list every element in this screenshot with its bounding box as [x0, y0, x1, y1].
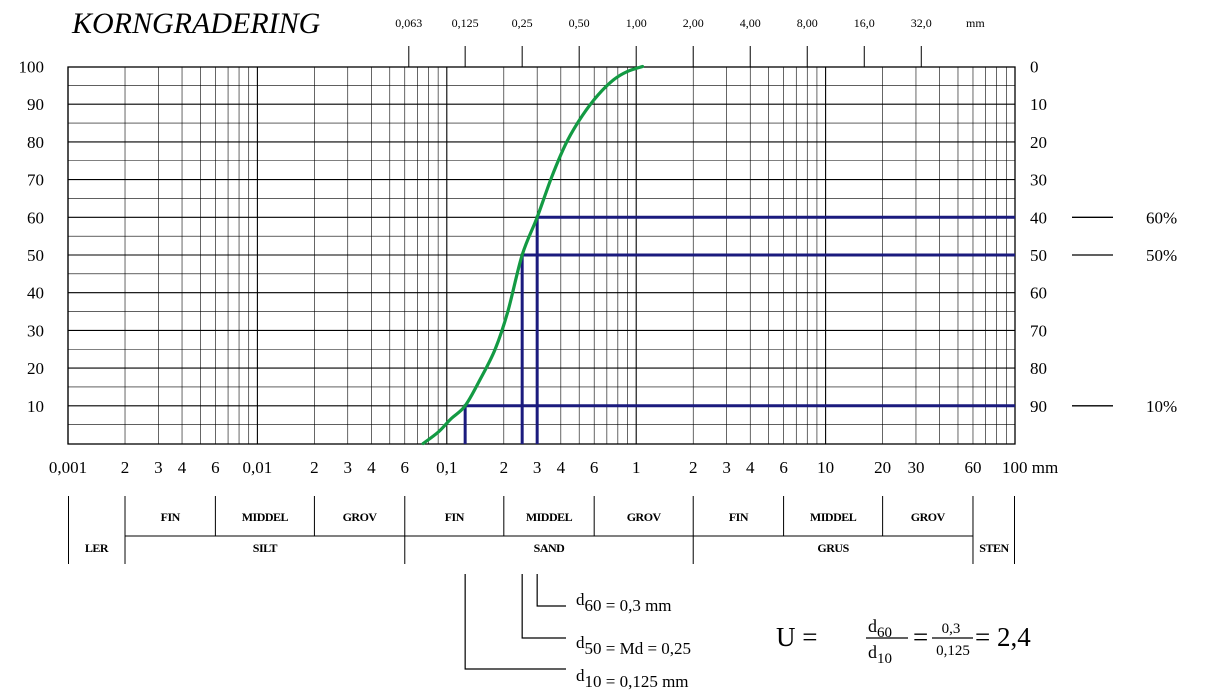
- formula-result: = 2,4: [975, 622, 1031, 652]
- class-sub-label: FIN: [161, 510, 181, 524]
- class-sub-label: MIDDEL: [526, 510, 573, 524]
- bottom-tick-label: 6: [590, 458, 599, 477]
- annotations: d60 = 0,3 mm d50 = Md = 0,25 d10 = 0,125 m…: [464, 574, 1031, 691]
- left-tick-label: 40: [27, 284, 44, 303]
- top-tick-label: 1,00: [626, 16, 647, 30]
- top-tick-label: 0,25: [512, 16, 533, 30]
- bottom-tick-label: 3: [533, 458, 542, 477]
- formula-frac-num: 0,3: [942, 621, 961, 637]
- annotation-bracket: [464, 574, 566, 670]
- left-tick-label: 20: [27, 359, 44, 378]
- left-tick-label: 30: [27, 321, 44, 340]
- formula-frac-den: 0,125: [936, 643, 970, 659]
- grading-curve: [421, 64, 645, 446]
- formula-eq: =: [913, 622, 928, 652]
- bottom-tick-label: 0,1: [436, 458, 457, 477]
- bottom-tick-label: 10: [817, 458, 834, 477]
- bottom-tick-label: 4: [557, 458, 566, 477]
- annotation-bracket: [536, 574, 566, 607]
- annotation-d10: d10 = 0,125 mm: [576, 666, 689, 691]
- bottom-tick-label: 2: [500, 458, 509, 477]
- left-tick-label: 90: [27, 95, 44, 114]
- annotation-d50: d50 = Md = 0,25: [576, 633, 691, 658]
- top-tick-label: 16,0: [854, 16, 875, 30]
- top-tick-label: 0,063: [395, 16, 422, 30]
- class-sub-label: GROV: [911, 510, 946, 524]
- percent-marker-label: 50%: [1146, 246, 1177, 265]
- top-tick-label: 2,00: [683, 16, 704, 30]
- bottom-tick-label: 100 mm: [1002, 458, 1058, 477]
- bottom-tick-label: 6: [779, 458, 788, 477]
- bottom-tick-label: 2: [689, 458, 698, 477]
- classification-table: FIN MIDDEL GROV FIN MIDDEL GROV FIN MIDDEL GROV L…: [68, 496, 1015, 564]
- percent-marker-label: 60%: [1146, 208, 1177, 227]
- left-tick-label: 50: [27, 246, 44, 265]
- right-tick-label: 10: [1030, 95, 1047, 114]
- right-tick-label: 60: [1030, 284, 1047, 303]
- right-tick-label: 20: [1030, 133, 1047, 152]
- right-tick-label: 70: [1030, 321, 1047, 340]
- bottom-tick-label: 3: [344, 458, 353, 477]
- formula-den: d10: [868, 642, 892, 667]
- bottom-tick-label: 6: [211, 458, 220, 477]
- bottom-tick-label: 30: [907, 458, 924, 477]
- left-tick-label: 80: [27, 133, 44, 152]
- bottom-tick-label: 2: [121, 458, 130, 477]
- axis-labels: 0,063 0,125 0,25 0,50 1,00 2,00 4,00 8,00 16,0 32…: [19, 16, 1059, 477]
- grading-curve-line: [421, 64, 645, 446]
- percent-markers: 60% 50% 10%: [1072, 208, 1177, 416]
- class-sub-label: MIDDEL: [242, 510, 289, 524]
- top-tick-label: 8,00: [797, 16, 818, 30]
- bottom-tick-label: 0,001: [49, 458, 87, 477]
- top-tick-label: 0,125: [452, 16, 479, 30]
- formula-lhs: U =: [776, 622, 817, 652]
- class-main-label: LER: [85, 541, 109, 555]
- class-sub-label: FIN: [729, 510, 749, 524]
- top-tick-label: 0,50: [569, 16, 590, 30]
- top-tick-label: 32,0: [911, 16, 932, 30]
- right-tick-label: 80: [1030, 359, 1047, 378]
- class-main-label: SILT: [253, 541, 278, 555]
- left-tick-label: 70: [27, 171, 44, 190]
- class-main-label: STEN: [979, 541, 1009, 555]
- bottom-tick-label: 3: [722, 458, 731, 477]
- class-sub-label: GROV: [627, 510, 662, 524]
- class-main-label: SAND: [534, 541, 566, 555]
- right-tick-label: 30: [1030, 171, 1047, 190]
- left-tick-label: 60: [27, 208, 44, 227]
- bottom-tick-label: 4: [367, 458, 376, 477]
- annotation-bracket: [521, 574, 566, 639]
- class-sub-label: FIN: [445, 510, 465, 524]
- bottom-tick-label: 1: [632, 458, 641, 477]
- right-tick-label: 90: [1030, 397, 1047, 416]
- formula-num: d60: [868, 616, 892, 641]
- right-tick-label: 40: [1030, 208, 1047, 227]
- class-sub-label: MIDDEL: [810, 510, 857, 524]
- bottom-tick-label: 4: [178, 458, 187, 477]
- percent-marker-label: 10%: [1146, 397, 1177, 416]
- top-tick-label: 4,00: [740, 16, 761, 30]
- top-axis-unit: mm: [966, 16, 985, 30]
- class-sub-label: GROV: [343, 510, 378, 524]
- bottom-tick-label: 4: [746, 458, 755, 477]
- bottom-tick-label: 0,01: [243, 458, 273, 477]
- bottom-tick-label: 2: [310, 458, 319, 477]
- bottom-tick-label: 20: [874, 458, 891, 477]
- class-main-label: GRUS: [817, 541, 849, 555]
- bottom-tick-label: 6: [401, 458, 410, 477]
- right-tick-label: 50: [1030, 246, 1047, 265]
- chart-title: KORNGRADERING: [71, 7, 321, 40]
- annotation-d60: d60 = 0,3 mm: [576, 590, 672, 615]
- bottom-tick-label: 60: [964, 458, 981, 477]
- left-tick-label: 10: [27, 397, 44, 416]
- bottom-tick-label: 3: [154, 458, 163, 477]
- left-tick-label: 100: [19, 58, 45, 77]
- right-tick-label: 0: [1030, 58, 1039, 77]
